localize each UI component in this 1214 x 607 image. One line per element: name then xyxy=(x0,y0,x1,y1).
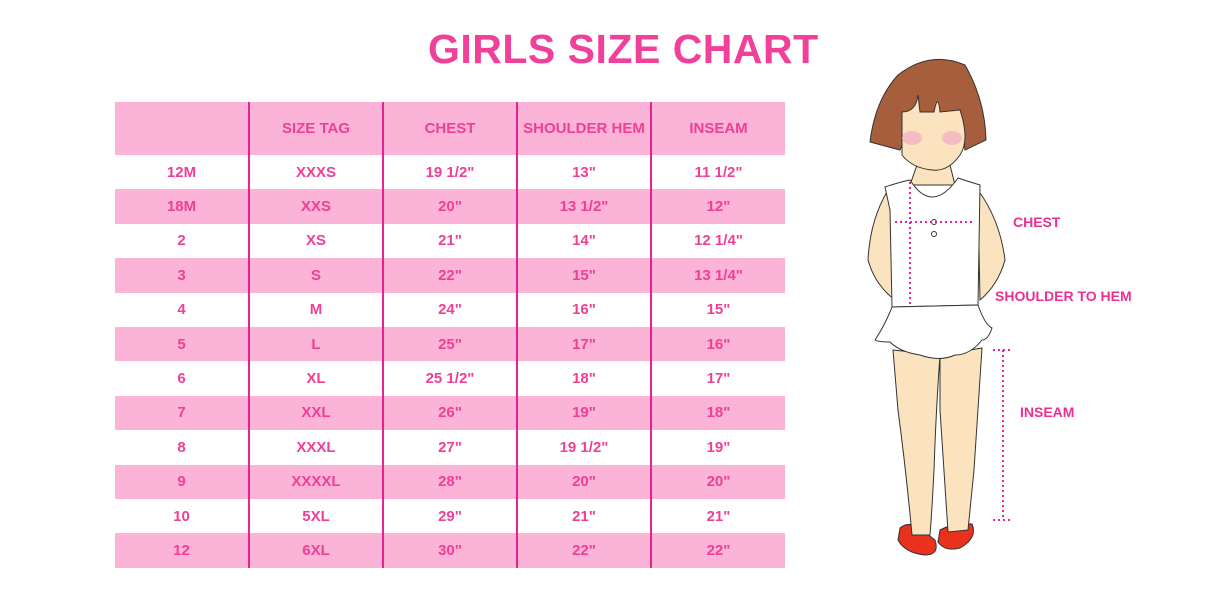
table-cell: M xyxy=(248,292,383,327)
table-cell: XXXXL xyxy=(248,464,383,499)
table-cell: 20" xyxy=(516,464,651,499)
table-cell: 19" xyxy=(516,395,651,431)
table-cell: 15" xyxy=(650,292,785,327)
table-cell: 29" xyxy=(382,498,517,534)
table-cell: 17" xyxy=(650,361,785,396)
table-cell: 12M xyxy=(166,163,197,181)
table-cell: XXL xyxy=(248,395,383,431)
table-row: 12 6XL 30" 22" 22" xyxy=(115,533,785,568)
table-cell: 12" xyxy=(650,189,785,224)
table-cell: XXXS xyxy=(248,155,383,190)
table-row: 2 XS 21" 14" 12 1/4" xyxy=(115,223,785,259)
table-cell: 9 xyxy=(115,464,249,499)
table-cell: XS xyxy=(248,223,383,259)
shoulder-to-hem-label: SHOULDER TO HEM xyxy=(995,288,1132,304)
table-cell: 19 1/2" xyxy=(516,430,651,465)
table-cell: 6XL xyxy=(248,533,383,568)
table-row: 7 XXL 26" 19" 18" xyxy=(115,395,785,431)
table-cell: 20" xyxy=(382,189,517,224)
table-row: 9 XXXXL 28" 20" 20" xyxy=(115,464,785,499)
table-cell: 13 1/2" xyxy=(516,189,651,224)
table-row: 18M XXS 20" 13 1/2" 12" xyxy=(115,189,785,224)
chest-label: CHEST xyxy=(1013,214,1061,230)
table-row: 5 L 25" 17" 16" xyxy=(115,326,785,362)
table-cell: 12 1/4" xyxy=(650,223,785,259)
column-header xyxy=(115,102,249,155)
table-cell: 18M xyxy=(115,189,249,224)
table-row: 6 XL 25 1/2" 18" 17" xyxy=(115,361,785,396)
table-cell: 10 xyxy=(173,507,190,525)
table-cell: 13 1/4" xyxy=(650,258,785,293)
skirt xyxy=(874,304,993,359)
table-cell: 16" xyxy=(516,292,651,327)
column-header: SHOULDER HEM xyxy=(516,102,651,155)
table-cell: 24" xyxy=(382,292,517,327)
table-cell: 17" xyxy=(516,326,651,362)
page-title: GIRLS SIZE CHART xyxy=(428,26,819,72)
table-cell: 12 xyxy=(115,533,249,568)
table-cell: 18" xyxy=(650,395,785,431)
table-cell: XXXL xyxy=(248,430,383,465)
table-cell: 3 xyxy=(115,258,249,293)
table-cell: 21" xyxy=(650,498,785,534)
table-cell: XL xyxy=(248,361,383,396)
table-cell: 19" xyxy=(650,430,785,465)
table-cell: XXS xyxy=(248,189,383,224)
table-cell: 19 1/2" xyxy=(382,155,517,190)
right-leg xyxy=(939,347,983,533)
face xyxy=(901,94,966,171)
shirt xyxy=(884,177,981,308)
table-cell: 30" xyxy=(382,533,517,568)
table-cell: 6 xyxy=(177,370,186,388)
table-cell: 21" xyxy=(382,223,517,259)
right-arm xyxy=(977,188,1006,302)
table-cell: 11 1/2" xyxy=(650,155,785,190)
table-cell: 22" xyxy=(516,533,651,568)
table-cell: 20" xyxy=(650,464,785,499)
size-table: SIZE TAG CHEST SHOULDER HEM INSEAM 12M XXXS 1… xyxy=(115,102,785,568)
table-cell: 16" xyxy=(650,326,785,362)
table-cell: 27" xyxy=(382,430,517,465)
table-cell: 26" xyxy=(382,395,517,431)
table-cell: L xyxy=(248,326,383,362)
left-leg xyxy=(892,349,941,536)
table-cell: 25 1/2" xyxy=(382,361,517,396)
left-arm xyxy=(867,189,896,302)
column-header: CHEST xyxy=(382,102,517,155)
table-cell: 22" xyxy=(382,258,517,293)
table-cell: 2 xyxy=(177,232,186,250)
table-cell: S xyxy=(248,258,383,293)
table-cell: 13" xyxy=(516,155,651,190)
table-cell: 4 xyxy=(177,301,186,319)
table-cell: 5 xyxy=(115,326,249,362)
column-header: SIZE TAG xyxy=(248,102,383,155)
table-cell: 15" xyxy=(516,258,651,293)
table-row: 10 5XL 29" 21" 21" xyxy=(115,498,785,534)
table-cell: 25" xyxy=(382,326,517,362)
table-cell: 14" xyxy=(516,223,651,259)
table-row: 4 M 24" 16" 15" xyxy=(115,292,785,327)
table-row: 8 XXXL 27" 19 1/2" 19" xyxy=(115,430,785,465)
table-row: 3 S 22" 15" 13 1/4" xyxy=(115,258,785,293)
table-cell: 8 xyxy=(177,438,186,456)
table-cell: 21" xyxy=(516,498,651,534)
table-cell: 5XL xyxy=(248,498,383,534)
column-header: INSEAM xyxy=(650,102,785,155)
table-cell: 28" xyxy=(382,464,517,499)
table-row: 12M XXXS 19 1/2" 13" 11 1/2" xyxy=(115,155,785,190)
table-cell: 7 xyxy=(115,395,249,431)
table-cell: 22" xyxy=(650,533,785,568)
inseam-label: INSEAM xyxy=(1020,404,1075,420)
table-cell: 18" xyxy=(516,361,651,396)
girl-illustration xyxy=(867,58,1010,556)
table-header: SIZE TAG CHEST SHOULDER HEM INSEAM xyxy=(115,102,785,155)
